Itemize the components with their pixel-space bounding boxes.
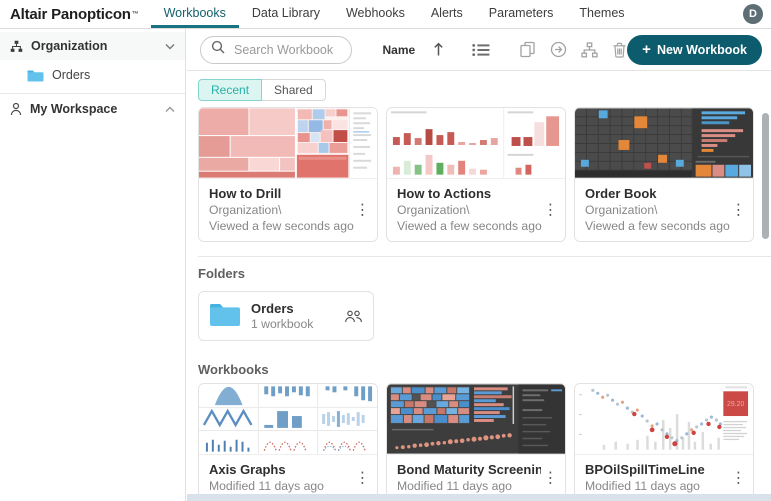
folder-workbook-count: 1 workbook [251,316,314,331]
vertical-scrollbar-thumb[interactable] [762,113,769,239]
sidebar-divider [0,93,185,94]
workbook-card-bp-oil-spill[interactable]: 29.20 BPOilSpillTimeLine Modified 11 day… [574,383,754,501]
tab-parameters[interactable]: Parameters [488,5,554,20]
chevron-up-icon[interactable] [165,102,175,116]
folder-name: Orders [251,300,294,316]
list-view-icon[interactable] [472,43,490,57]
search-input[interactable] [232,41,342,58]
workbook-list-area: Recent Shared [187,71,771,501]
hierarchy-icon [10,40,23,53]
shared-users-icon[interactable] [344,310,363,323]
folder-card-orders[interactable]: Orders 1 workbook [198,291,374,341]
tab-workbooks[interactable]: Workbooks [150,0,239,28]
sidebar-item-organization[interactable]: Organization [0,32,185,60]
workbook-path: Organization\ [209,203,282,217]
workbook-path: Organization\ [397,203,470,217]
workbook-thumbnail-axis-graphs[interactable] [199,384,377,455]
workbook-path: Organization\ [585,203,658,217]
plus-icon: + [642,41,651,58]
workbook-card-how-to-actions[interactable]: How to Actions Organization\ Viewed a fe… [386,107,566,242]
trademark-symbol: ™ [131,10,139,18]
card-info: How to Drill Organization\ Viewed a few … [199,179,377,241]
sidebar-orders-label: Orders [52,68,91,82]
sort-ascending-icon[interactable] [432,42,445,57]
sidebar-workspace-label: My Workspace [30,102,118,116]
folder-icon [27,69,44,82]
workbook-thumbnail-timeline[interactable]: 29.20 [575,384,753,455]
tab-data-library[interactable]: Data Library [251,5,320,20]
sidebar-item-my-workspace[interactable]: My Workspace [0,94,185,124]
tab-alerts[interactable]: Alerts [430,5,463,20]
workbook-card-axis-graphs[interactable]: Axis Graphs Modified 11 days ago ⋮ [198,383,378,501]
app-logo-text: Altair Panopticon [10,5,131,23]
folders-heading: Folders [198,266,245,281]
sort-field-label[interactable]: Name [382,42,416,57]
workbook-status: Modified 11 days ago [585,479,700,493]
workbook-status: Viewed a few seconds ago [585,219,730,233]
top-navigation-bar: Altair Panopticon ™ Workbooks Data Librar… [0,0,771,29]
workbook-card-how-to-drill[interactable]: How to Drill Organization\ Viewed a few … [198,107,378,242]
person-icon [10,102,22,116]
card-info: Bond Maturity Screening Modified 11 days… [387,455,565,501]
kebab-menu-icon[interactable]: ⋮ [355,469,370,487]
hierarchy-view-icon[interactable] [581,41,598,58]
workbook-status: Viewed a few seconds ago [397,219,542,233]
workbook-title: Bond Maturity Screening [397,462,541,477]
workbook-thumbnail-treemap[interactable] [199,108,377,179]
workspace-sidebar: Organization Orders My Workspace [0,29,186,501]
card-info: Axis Graphs Modified 11 days ago ⋮ [199,455,377,501]
new-workbook-label: New Workbook [656,42,747,57]
workbook-status: Modified 11 days ago [209,479,324,493]
search-icon [211,40,225,59]
workbook-title: BPOilSpillTimeLine [585,462,705,477]
app-logo: Altair Panopticon ™ [10,0,139,28]
new-workbook-button[interactable]: + New Workbook [627,34,762,65]
workbook-card-bond-maturity[interactable]: Bond Maturity Screening Modified 11 days… [386,383,566,501]
workbook-status: Modified 11 days ago [397,479,512,493]
chevron-down-icon[interactable] [165,39,175,53]
section-divider [198,256,771,257]
workbooks-row: Axis Graphs Modified 11 days ago ⋮ [198,383,771,501]
card-info: How to Actions Organization\ Viewed a fe… [387,179,565,241]
card-info: Order Book Organization\ Viewed a few se… [575,179,753,241]
workbook-title: Axis Graphs [209,462,286,477]
sidebar-organization-label: Organization [31,39,108,53]
workbook-status: Viewed a few seconds ago [209,219,354,233]
horizontal-scrollbar-track[interactable] [187,494,771,501]
main-content: Name + New Workbook Recent Shared [187,29,771,501]
workbook-title: How to Drill [209,186,282,201]
kebab-menu-icon[interactable]: ⋮ [543,201,558,219]
tab-recent[interactable]: Recent [198,79,263,101]
recent-shared-tabs: Recent Shared [198,79,771,101]
bp-thumb-value: 29.20 [727,401,744,408]
card-info: BPOilSpillTimeLine Modified 11 days ago … [575,455,753,501]
trash-icon[interactable] [612,42,627,58]
workbook-thumbnail-bars[interactable] [387,108,565,179]
copy-icon[interactable] [519,41,536,58]
tab-shared[interactable]: Shared [262,79,326,101]
workbooks-heading: Workbooks [198,362,269,377]
kebab-menu-icon[interactable]: ⋮ [731,201,746,219]
recent-workbooks-row: How to Drill Organization\ Viewed a few … [198,107,771,242]
workbook-thumbnail-dark-dashboard[interactable] [575,108,753,179]
kebab-menu-icon[interactable]: ⋮ [355,201,370,219]
folder-icon-large [209,302,241,331]
workbook-title: How to Actions [397,186,492,201]
kebab-menu-icon[interactable]: ⋮ [731,469,746,487]
search-box[interactable] [200,35,353,64]
workbook-thumbnail-bond-maturity[interactable] [387,384,565,455]
user-avatar[interactable]: D [743,4,763,24]
sidebar-item-orders-folder[interactable]: Orders [0,60,185,90]
workbook-card-order-book[interactable]: Order Book Organization\ Viewed a few se… [574,107,754,242]
folder-text: Orders 1 workbook [251,301,313,332]
workbooks-toolbar: Name + New Workbook [187,29,771,71]
tab-themes[interactable]: Themes [579,5,625,20]
workbook-title: Order Book [585,186,657,201]
move-icon[interactable] [550,41,567,58]
main-nav-tabs: Workbooks Data Library Webhooks Alerts P… [150,0,638,28]
kebab-menu-icon[interactable]: ⋮ [543,469,558,487]
tab-webhooks[interactable]: Webhooks [345,5,405,20]
